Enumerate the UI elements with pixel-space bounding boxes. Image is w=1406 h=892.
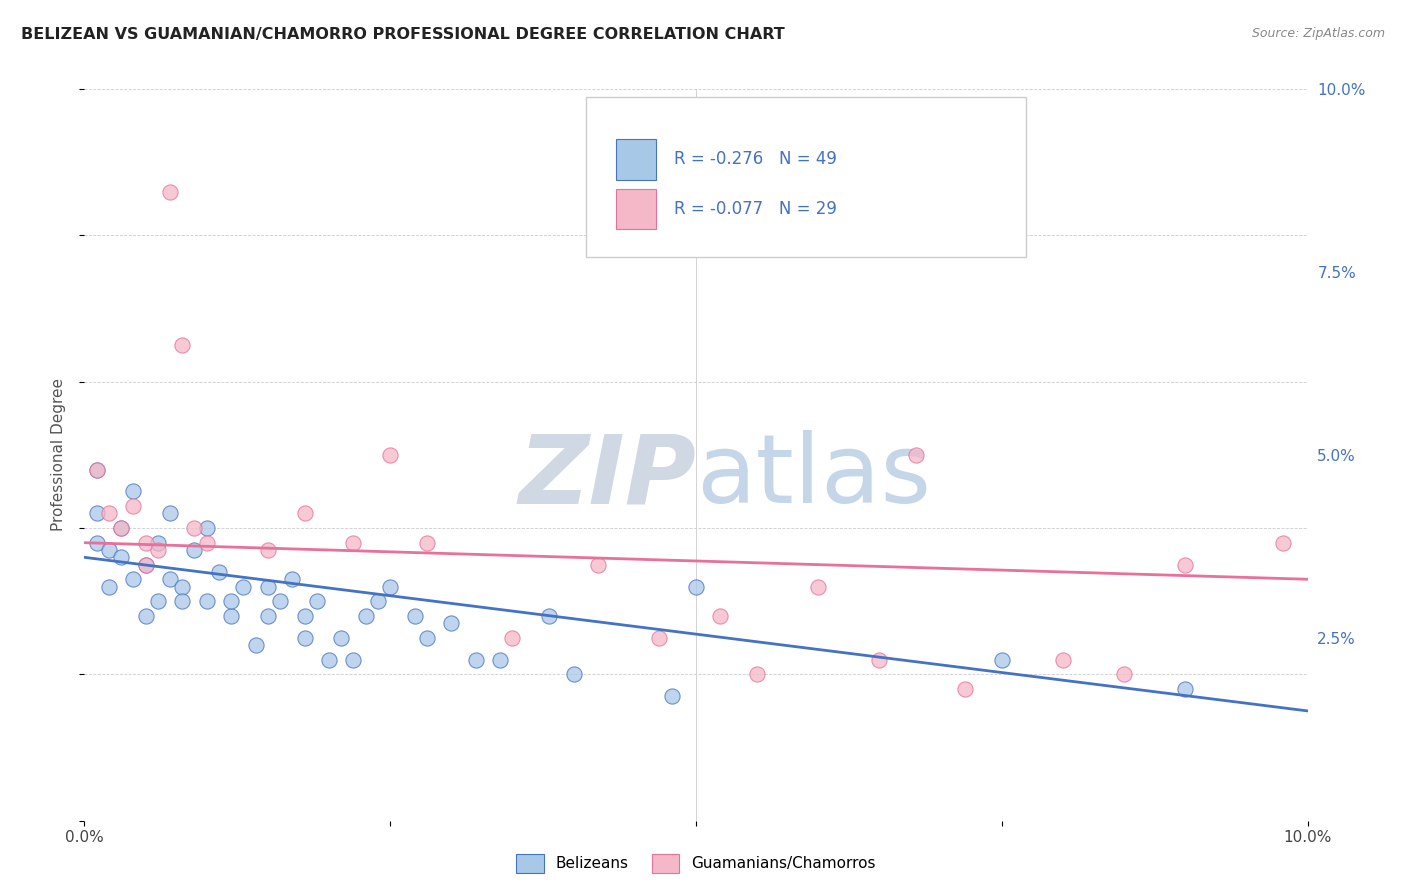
Point [172, 338, 194, 352]
Point [464, 653, 486, 667]
Point [146, 543, 169, 558]
Point [135, 535, 157, 549]
Point [195, 521, 218, 535]
Text: R = -0.276   N = 49: R = -0.276 N = 49 [673, 151, 837, 169]
Text: Source: ZipAtlas.com: Source: ZipAtlas.com [1251, 27, 1385, 40]
Point [208, 565, 231, 579]
Point [269, 594, 291, 608]
Point [159, 572, 181, 586]
Point [685, 580, 707, 594]
Point [489, 653, 512, 667]
FancyBboxPatch shape [586, 96, 1026, 258]
Y-axis label: Professional Degree: Professional Degree [51, 378, 66, 532]
Point [367, 594, 389, 608]
Point [330, 631, 353, 645]
Point [86, 462, 108, 476]
Point [342, 535, 364, 549]
Point [159, 185, 181, 199]
Point [195, 535, 218, 549]
Point [294, 608, 316, 623]
Point [195, 594, 218, 608]
Point [257, 580, 280, 594]
Point [172, 594, 194, 608]
Point [159, 507, 181, 521]
Point [257, 608, 280, 623]
Point [122, 572, 145, 586]
Point [97, 543, 120, 558]
Point [122, 484, 145, 499]
Point [709, 608, 731, 623]
Point [86, 462, 108, 476]
Point [110, 521, 132, 535]
Point [1174, 558, 1197, 572]
Point [257, 543, 280, 558]
Point [183, 521, 205, 535]
Point [380, 448, 402, 462]
Point [869, 653, 891, 667]
Point [135, 558, 157, 572]
Point [245, 638, 267, 652]
Point [146, 594, 169, 608]
Point [953, 681, 976, 696]
Point [1272, 535, 1295, 549]
Point [135, 558, 157, 572]
Point [281, 572, 304, 586]
Point [661, 690, 683, 704]
Point [318, 653, 340, 667]
Text: atlas: atlas [696, 430, 931, 524]
Point [183, 543, 205, 558]
Point [172, 580, 194, 594]
Point [354, 608, 377, 623]
Point [97, 507, 120, 521]
Point [991, 653, 1014, 667]
Point [1174, 681, 1197, 696]
Text: BELIZEAN VS GUAMANIAN/CHAMORRO PROFESSIONAL DEGREE CORRELATION CHART: BELIZEAN VS GUAMANIAN/CHAMORRO PROFESSIO… [21, 27, 785, 42]
Point [502, 631, 524, 645]
Point [586, 558, 609, 572]
FancyBboxPatch shape [616, 189, 655, 229]
Point [305, 594, 328, 608]
Point [232, 580, 254, 594]
Point [1052, 653, 1074, 667]
Point [219, 594, 242, 608]
Point [146, 535, 169, 549]
Point [380, 580, 402, 594]
Point [219, 608, 242, 623]
Point [440, 616, 463, 631]
Point [294, 507, 316, 521]
Point [807, 580, 830, 594]
Point [294, 631, 316, 645]
Point [97, 580, 120, 594]
Point [342, 653, 364, 667]
FancyBboxPatch shape [616, 139, 655, 179]
Point [747, 667, 769, 681]
Point [110, 521, 132, 535]
Legend: Belizeans, Guamanians/Chamorros: Belizeans, Guamanians/Chamorros [510, 848, 882, 879]
Point [122, 499, 145, 513]
Point [404, 608, 426, 623]
Point [562, 667, 585, 681]
Point [416, 535, 439, 549]
Point [416, 631, 439, 645]
Point [905, 448, 928, 462]
Point [538, 608, 561, 623]
Text: ZIP: ZIP [517, 430, 696, 524]
Point [135, 608, 157, 623]
Point [648, 631, 671, 645]
Point [1114, 667, 1136, 681]
Text: R = -0.077   N = 29: R = -0.077 N = 29 [673, 200, 837, 219]
Point [86, 535, 108, 549]
Point [110, 550, 132, 565]
Point [86, 507, 108, 521]
